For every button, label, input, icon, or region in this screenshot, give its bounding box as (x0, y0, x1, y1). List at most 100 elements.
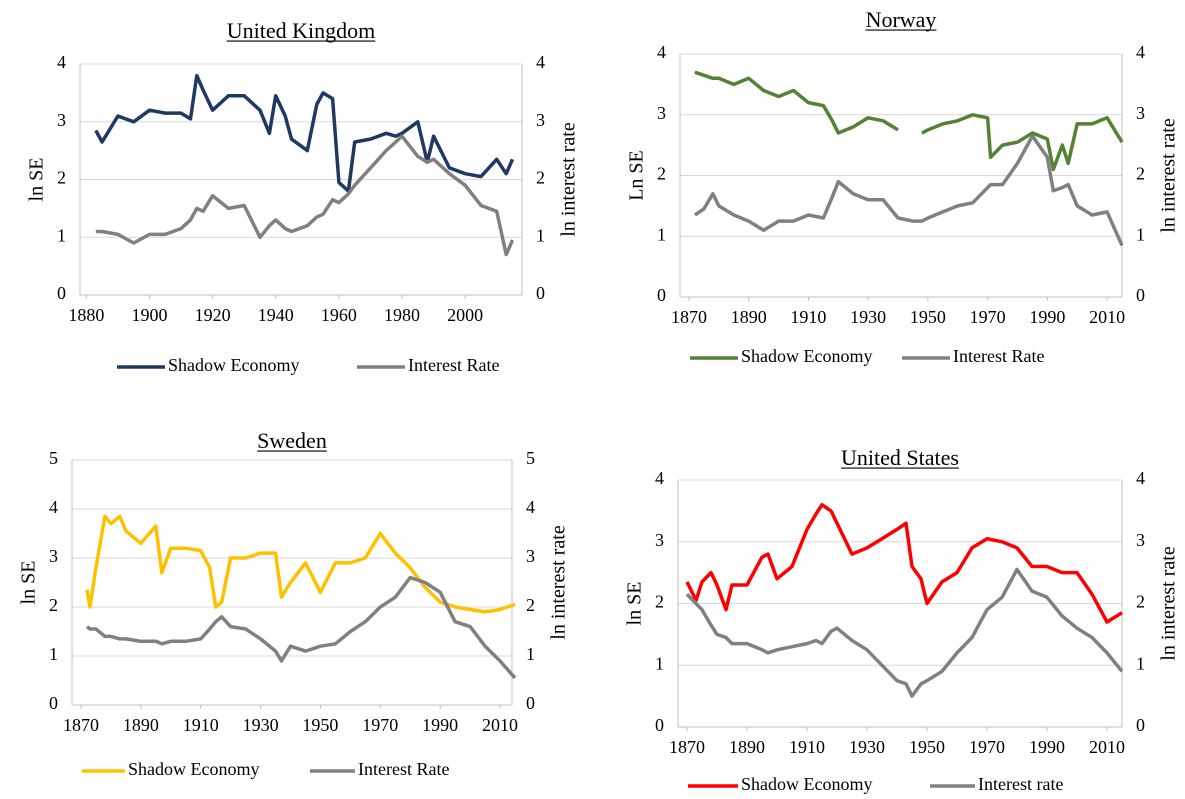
x-tick-label: 1960 (321, 305, 357, 325)
y-tick-label: 4 (657, 42, 666, 62)
y-tick-label: 1 (657, 224, 666, 244)
y2-tick-label: 4 (536, 52, 545, 72)
x-tick-label: 1880 (68, 305, 104, 325)
x-tick-label: 1930 (243, 715, 279, 735)
x-tick-label: 1950 (910, 307, 946, 327)
series-line (693, 134, 1124, 247)
legend-label: Interest rate (978, 774, 1063, 794)
y2-axis-label: ln interest rate (1158, 118, 1180, 233)
y-tick-label: 0 (57, 283, 66, 303)
series-line (95, 134, 515, 257)
x-tick-label: 1910 (790, 307, 826, 327)
chart-title: Norway (866, 7, 937, 32)
x-tick-label: 1920 (195, 305, 231, 325)
y-tick-label: 3 (49, 546, 58, 566)
legend-label: Shadow Economy (741, 774, 872, 794)
y2-tick-label: 1 (526, 644, 535, 664)
x-tick-label: 1890 (729, 737, 765, 757)
y-tick-label: 4 (57, 52, 66, 72)
series-line (694, 70, 1124, 172)
y2-tick-label: 0 (526, 693, 535, 713)
series-line (685, 502, 1123, 624)
y2-tick-label: 3 (526, 546, 535, 566)
y2-tick-label: 3 (1136, 103, 1145, 123)
y-tick-label: 2 (655, 592, 664, 612)
y2-tick-label: 1 (536, 225, 545, 245)
x-tick-label: 1970 (362, 715, 398, 735)
y-tick-label: 2 (657, 164, 666, 184)
x-tick-label: 1970 (970, 307, 1006, 327)
y2-tick-label: 4 (1136, 468, 1145, 488)
y2-tick-label: 0 (1136, 285, 1145, 305)
legend-label: Shadow Economy (128, 759, 259, 779)
x-tick-label: 1890 (123, 715, 159, 735)
y2-tick-label: 3 (536, 110, 545, 130)
x-tick-label: 1870 (671, 307, 707, 327)
y-tick-label: 0 (657, 285, 666, 305)
y-tick-label: 2 (49, 595, 58, 615)
x-tick-label: 1930 (849, 737, 885, 757)
legend-label: Shadow Economy (741, 346, 872, 366)
y-axis-label: ln SE (18, 561, 40, 605)
y2-axis-label: ln interest rate (558, 122, 580, 237)
legend-label: Interest Rate (953, 346, 1044, 366)
y2-tick-label: 1 (1136, 653, 1145, 673)
y-tick-label: 5 (49, 448, 58, 468)
y-tick-label: 3 (57, 110, 66, 130)
y2-axis-label: ln interest rate (1158, 546, 1180, 661)
chart-title: Sweden (257, 428, 327, 453)
legend-label: Interest Rate (408, 355, 499, 375)
x-tick-label: 1940 (258, 305, 294, 325)
y-tick-label: 1 (655, 653, 664, 673)
x-tick-label: 1980 (384, 305, 420, 325)
y2-tick-label: 4 (526, 497, 535, 517)
series-line (85, 514, 516, 614)
y2-tick-label: 5 (526, 448, 535, 468)
y-axis-label: ln SE (624, 582, 646, 626)
chart-title: United States (841, 445, 959, 470)
y2-tick-label: 2 (1136, 164, 1145, 184)
x-tick-label: 1950 (302, 715, 338, 735)
y2-tick-label: 2 (526, 595, 535, 615)
x-tick-label: 1990 (422, 715, 458, 735)
x-tick-label: 1870 (63, 715, 99, 735)
x-tick-label: 2010 (1089, 737, 1125, 757)
y2-tick-label: 3 (1136, 530, 1145, 550)
y2-tick-label: 0 (1136, 715, 1145, 735)
y-tick-label: 0 (49, 693, 58, 713)
x-tick-label: 1970 (969, 737, 1005, 757)
x-tick-label: 1910 (789, 737, 825, 757)
y2-tick-label: 1 (1136, 224, 1145, 244)
x-tick-label: 2000 (447, 305, 483, 325)
y-tick-label: 1 (49, 644, 58, 664)
x-tick-label: 2010 (482, 715, 518, 735)
x-tick-label: 1990 (1029, 307, 1065, 327)
x-tick-label: 1900 (131, 305, 167, 325)
series-line (94, 73, 515, 193)
y2-tick-label: 4 (1136, 42, 1145, 62)
x-tick-label: 2010 (1089, 307, 1125, 327)
legend-label: Shadow Economy (168, 355, 299, 375)
chart-title: United Kingdom (227, 18, 376, 43)
y2-tick-label: 0 (536, 283, 545, 303)
legend-label: Interest Rate (358, 759, 449, 779)
y2-axis-label: ln interest rate (548, 525, 570, 640)
x-tick-label: 1890 (731, 307, 767, 327)
y-tick-label: 2 (57, 168, 66, 188)
x-tick-label: 1910 (183, 715, 219, 735)
y-tick-label: 1 (57, 225, 66, 245)
y-tick-label: 0 (655, 715, 664, 735)
x-tick-label: 1870 (669, 737, 705, 757)
x-tick-label: 1990 (1029, 737, 1065, 757)
series-line (85, 575, 517, 680)
y-tick-label: 3 (655, 530, 664, 550)
x-tick-label: 1950 (909, 737, 945, 757)
y-tick-label: 4 (655, 468, 664, 488)
y-tick-label: 3 (657, 103, 666, 123)
x-tick-label: 1930 (850, 307, 886, 327)
y-axis-label: Ln SE (626, 150, 648, 201)
y-tick-label: 4 (49, 497, 58, 517)
y2-tick-label: 2 (536, 168, 545, 188)
